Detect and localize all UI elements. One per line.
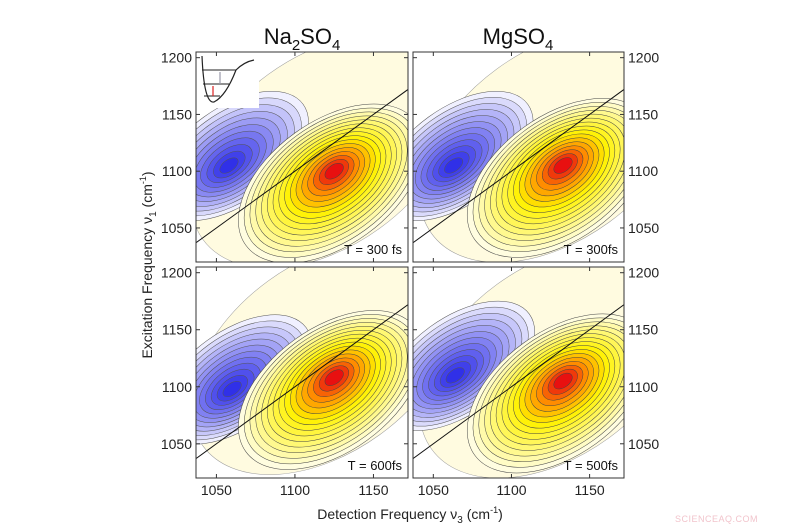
y-tick-label: 1200 [628, 50, 659, 66]
x-tick-label: 1100 [280, 482, 310, 498]
y-axis-label: Excitation Frequency ν1 (cm-1) [138, 171, 159, 358]
y-tick-label: 1150 [162, 322, 192, 338]
x-tick-label: 1150 [358, 482, 388, 498]
x-tick-label: 1050 [418, 482, 449, 498]
contour-panel-3 [413, 267, 624, 478]
y-tick-label: 1100 [162, 379, 192, 395]
contour-panel-2 [196, 267, 408, 478]
panel-frame [412, 266, 625, 479]
watermark: SCIENCEAQ.COM [674, 514, 758, 524]
y-tick-label: 1050 [161, 436, 192, 452]
y-tick-label: 1150 [628, 322, 658, 338]
y-tick-label: 1100 [628, 163, 658, 179]
y-tick-label: 1150 [162, 106, 192, 122]
delay-time-label: T = 300 fs [344, 242, 402, 257]
delay-time-label: T = 300fs [564, 242, 619, 257]
y-tick-label: 1050 [628, 436, 659, 452]
x-tick-label: 1150 [575, 482, 605, 498]
contour-positive-level [553, 157, 573, 174]
delay-time-label: T = 600fs [348, 458, 403, 473]
y-tick-label: 1050 [161, 220, 192, 236]
potential-well-inset [197, 53, 259, 108]
diagonal-line [413, 304, 624, 460]
diagonal-line [196, 304, 408, 460]
contour-negative-level [445, 367, 465, 384]
contour-negative-level [222, 381, 242, 398]
x-tick-label: 1100 [496, 482, 526, 498]
contour-positive-level [553, 372, 573, 390]
y-tick-label: 1050 [628, 220, 659, 236]
contour-panel-1 [413, 52, 624, 262]
contour-positive-level [324, 162, 344, 180]
column-title-mgso4: MgSO4 [483, 24, 554, 54]
y-tick-label: 1100 [628, 379, 658, 395]
panel-frame [195, 266, 409, 479]
potential-curve [201, 55, 255, 103]
panel-frame [195, 51, 409, 263]
y-tick-label: 1200 [161, 265, 192, 281]
y-tick-label: 1100 [162, 163, 192, 179]
y-tick-label: 1150 [628, 106, 658, 122]
delay-time-label: T = 500fs [564, 458, 619, 473]
x-tick-label: 1050 [201, 482, 232, 498]
contour-positive-level [324, 369, 344, 386]
x-axis-label: Detection Frequency ν3 (cm-1) [317, 505, 503, 526]
contour-panel-0 [196, 52, 408, 262]
panel-frame [412, 51, 625, 263]
column-title-na2so4: Na2SO4 [264, 24, 341, 54]
y-tick-label: 1200 [628, 265, 659, 281]
diagonal-line [413, 89, 624, 244]
contour-negative-level [444, 157, 464, 174]
contour-negative-level [219, 157, 239, 174]
y-tick-label: 1200 [161, 50, 192, 66]
diagonal-line [196, 89, 408, 244]
